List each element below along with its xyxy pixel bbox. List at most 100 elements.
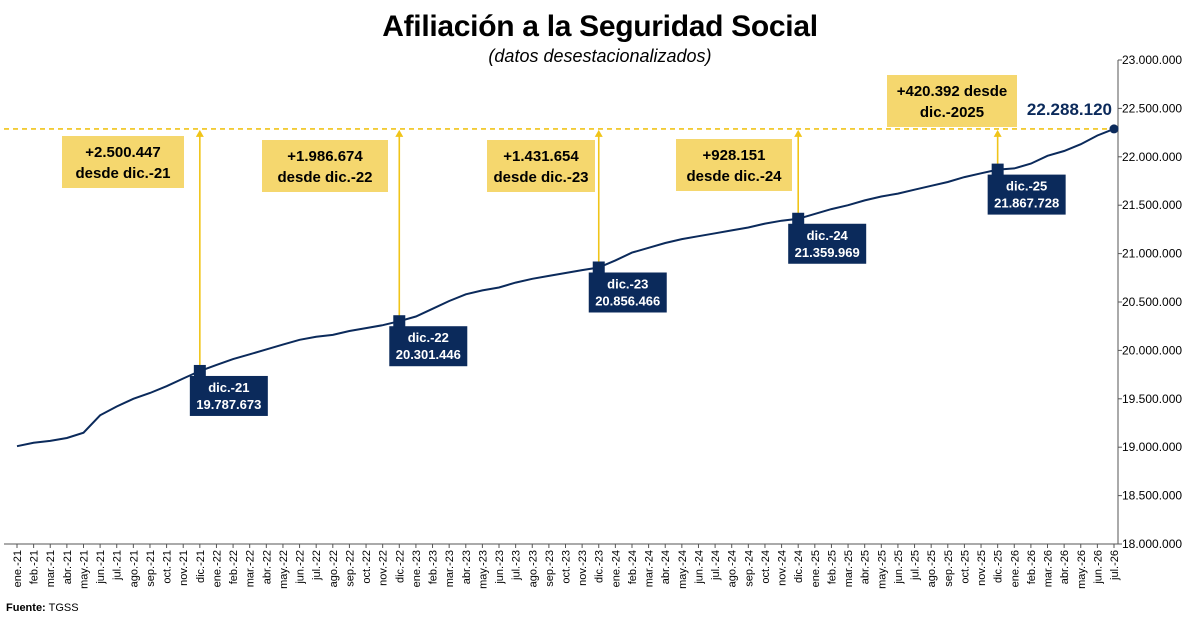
x-tick-label: oct.-23	[561, 550, 573, 584]
last-value-label: 22.288.120	[1027, 100, 1112, 119]
x-tick-label: mar.-23	[444, 550, 456, 587]
x-tick-label: feb.-22	[228, 550, 240, 584]
x-tick-label: abr.-22	[261, 550, 273, 584]
difference-callout-line1: +928.151	[703, 147, 766, 164]
x-tick-label: sep.-24	[743, 550, 755, 587]
value-label-number: 20.301.446	[396, 347, 461, 362]
x-tick-label: jun.-26	[1092, 550, 1104, 585]
x-tick-label: oct.-22	[361, 550, 373, 584]
x-tick-label: ago.-21	[128, 550, 140, 587]
difference-callout-line2: desde dic.-24	[686, 168, 782, 185]
x-tick-label: abr.-26	[1059, 550, 1071, 584]
difference-callout-line2: dic.-2025	[920, 104, 984, 121]
difference-arrowhead	[993, 129, 1002, 137]
value-label-date: dic.-24	[807, 228, 849, 243]
x-tick-label: may.-22	[278, 550, 290, 589]
x-tick-label: may.-25	[876, 550, 888, 589]
value-label-date: dic.-25	[1006, 179, 1047, 194]
x-tick-label: ago.-24	[727, 550, 739, 587]
last-point-marker	[1109, 124, 1119, 134]
data-point-marker	[393, 315, 406, 328]
difference-callout	[676, 139, 792, 191]
x-tick-label: nov.-25	[976, 550, 988, 586]
x-tick-label: oct.-21	[162, 550, 174, 584]
x-tick-label: feb.-24	[627, 550, 639, 584]
x-tick-label: dic.-24	[793, 550, 805, 583]
x-tick-label: may.-21	[78, 550, 90, 589]
value-label-box	[189, 375, 268, 416]
x-tick-label: may.-24	[677, 550, 689, 589]
x-tick-label: ene.-25	[810, 550, 822, 587]
x-tick-label: jul.-24	[710, 550, 722, 581]
difference-arrowhead	[195, 129, 204, 137]
difference-callout	[262, 140, 388, 192]
x-tick-label: nov.-23	[577, 550, 589, 586]
value-label-date: dic.-23	[607, 276, 648, 291]
x-tick-label: ago.-25	[926, 550, 938, 587]
x-tick-label: ene.-23	[411, 550, 423, 587]
x-tick-label: nov.-21	[178, 550, 190, 586]
difference-arrowhead	[794, 129, 803, 137]
x-tick-label: feb.-23	[428, 550, 440, 584]
x-tick-label: jul.-26	[1109, 550, 1121, 581]
source-note: Fuente: TGSS	[6, 602, 79, 614]
x-tick-label: ene.-26	[1009, 550, 1021, 587]
x-tick-label: abr.-25	[860, 550, 872, 584]
x-tick-label: nov.-22	[378, 550, 390, 586]
x-tick-label: abr.-24	[660, 550, 672, 584]
value-label-date: dic.-21	[208, 380, 249, 395]
x-tick-label: ene.-22	[211, 550, 223, 587]
value-label-number: 20.856.466	[595, 293, 660, 308]
source-label: Fuente:	[6, 602, 46, 614]
x-tick-label: nov.-24	[777, 550, 789, 586]
x-tick-label: feb.-25	[826, 550, 838, 584]
value-label-number: 21.359.969	[795, 245, 860, 260]
difference-callout-line1: +420.392 desde	[897, 83, 1008, 100]
difference-arrowhead	[395, 129, 404, 137]
y-tick-label: 19.000.000	[1122, 440, 1182, 454]
y-tick-label: 22.000.000	[1122, 150, 1182, 164]
x-tick-label: dic.-21	[195, 550, 207, 583]
difference-callout	[887, 75, 1017, 127]
x-tick-label: mar.-26	[1043, 550, 1055, 587]
x-tick-label: sep.-22	[344, 550, 356, 587]
value-label-number: 19.787.673	[196, 397, 261, 412]
value-label-date: dic.-22	[408, 330, 449, 345]
x-tick-label: oct.-25	[959, 550, 971, 584]
x-tick-label: ago.-22	[328, 550, 340, 587]
data-point-marker	[991, 163, 1004, 176]
difference-callout-line2: desde dic.-23	[493, 169, 588, 186]
y-tick-label: 18.500.000	[1122, 489, 1182, 503]
value-label-box	[987, 174, 1066, 215]
y-tick-label: 20.000.000	[1122, 343, 1182, 357]
x-tick-label: jul.-22	[311, 550, 323, 581]
y-tick-label: 21.000.000	[1122, 247, 1182, 261]
x-tick-label: jun.-23	[494, 550, 506, 585]
difference-callout-line2: desde dic.-21	[75, 165, 170, 182]
x-tick-label: sep.-23	[544, 550, 556, 587]
y-tick-label: 20.500.000	[1122, 295, 1182, 309]
y-tick-label: 23.000.000	[1122, 53, 1182, 67]
difference-callout-line2: desde dic.-22	[277, 169, 372, 186]
chart-title: Afiliación a la Seguridad Social	[382, 10, 818, 43]
x-tick-label: dic.-23	[594, 550, 606, 583]
x-tick-label: jul.-23	[511, 550, 523, 581]
difference-callout	[62, 136, 184, 188]
y-tick-label: 21.500.000	[1122, 198, 1182, 212]
difference-callout	[487, 140, 595, 192]
x-tick-label: dic.-25	[993, 550, 1005, 583]
difference-arrowhead	[594, 129, 603, 137]
data-point-marker	[792, 212, 805, 225]
y-tick-label: 18.000.000	[1122, 537, 1182, 551]
x-tick-label: ago.-23	[527, 550, 539, 587]
y-tick-label: 22.500.000	[1122, 101, 1182, 115]
x-tick-label: abr.-21	[62, 550, 74, 584]
x-tick-label: may.-23	[477, 550, 489, 589]
x-tick-label: abr.-23	[461, 550, 473, 584]
x-tick-label: jun.-25	[893, 550, 905, 585]
x-tick-label: mar.-25	[843, 550, 855, 587]
x-tick-label: ene.-21	[12, 550, 24, 587]
data-point-marker	[193, 364, 206, 377]
value-label-box	[389, 326, 468, 367]
